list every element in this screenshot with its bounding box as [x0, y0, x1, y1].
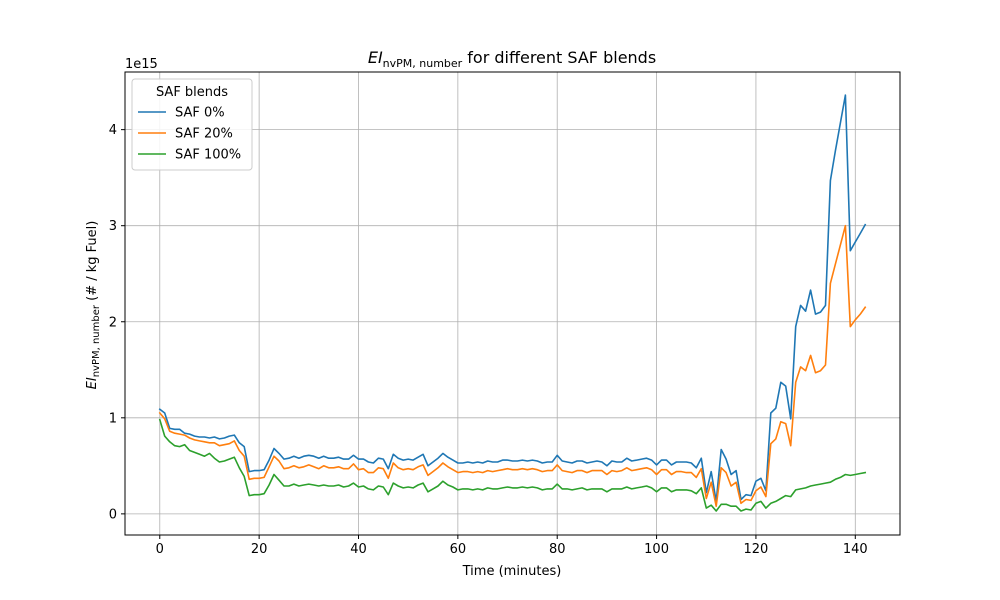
legend-label: SAF 100% [175, 148, 241, 163]
x-tick-label: 100 [644, 542, 669, 557]
y-tick-label: 4 [109, 123, 117, 138]
legend: SAF blends SAF 0% SAF 20% SAF 100% [131, 78, 253, 171]
chart-title: EInvPM, number for different SAF blends [368, 48, 656, 70]
y-tick-label: 2 [109, 315, 117, 330]
x-tick-label: 80 [549, 542, 566, 557]
y-offset-text: 1e15 [125, 57, 158, 72]
chart-title-rest: for different SAF blends [462, 48, 656, 67]
legend-label: SAF 20% [175, 127, 233, 142]
chart-title-subscript: nvPM, number [383, 57, 463, 70]
series-line-2 [158, 224, 867, 508]
legend-label: SAF 0% [175, 106, 225, 121]
x-tick-label: 0 [156, 542, 164, 557]
y-axis-label-main: EI [85, 377, 100, 389]
y-tick-label: 3 [109, 219, 117, 234]
legend-title: SAF blends [156, 85, 228, 100]
y-tick-label: 0 [109, 507, 117, 522]
chart-title-main: EI [368, 48, 383, 67]
x-tick-label: 20 [251, 542, 268, 557]
x-tick-label: 40 [350, 542, 367, 557]
x-axis-label: Time (minutes) [462, 564, 562, 579]
y-axis-label: EInvPM, number (# / kg Fuel) [85, 221, 102, 390]
series-line-3 [158, 418, 867, 512]
x-axis: 0 20 40 60 80 100 120 140 [156, 535, 868, 557]
legend-entries: SAF 0% SAF 20% SAF 100% [138, 106, 241, 163]
y-axis-label-rest: (# / kg Fuel) [85, 221, 100, 305]
legend-box [131, 78, 253, 171]
y-axis: 0 1 2 3 4 [109, 123, 125, 522]
y-tick-label: 1 [109, 411, 117, 426]
plot-frame [124, 71, 901, 536]
plot-area [125, 72, 900, 535]
x-tick-label: 120 [744, 542, 769, 557]
grid-lines [125, 72, 900, 535]
x-tick-label: 60 [450, 542, 467, 557]
series-line-1 [158, 94, 867, 503]
x-tick-label: 140 [843, 542, 868, 557]
series-lines [158, 94, 867, 512]
y-axis-label-subscript: nvPM, number [91, 304, 102, 377]
